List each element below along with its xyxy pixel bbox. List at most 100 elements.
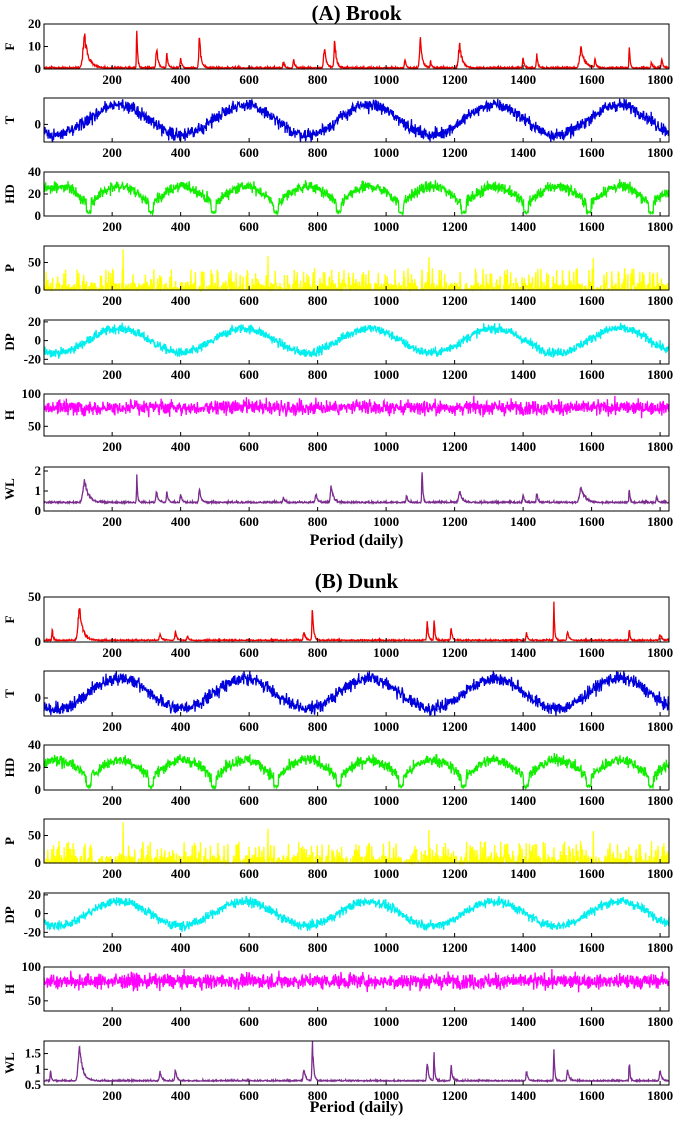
x-tick-label: 800: [308, 1014, 328, 1029]
y-tick-label: 50: [28, 828, 41, 843]
x-tick-label: 1800: [647, 1088, 673, 1103]
y-tick-label: 0: [35, 906, 42, 921]
y-axis-label: H: [2, 984, 17, 994]
x-tick-label: 1800: [647, 719, 673, 734]
x-tick-label: 400: [171, 866, 191, 881]
y-tick-label: 0: [35, 690, 42, 705]
x-tick-label: 600: [239, 940, 259, 955]
x-tick-label: 1600: [579, 1088, 605, 1103]
y-tick-label: 0: [35, 634, 42, 649]
x-tick-label: 200: [102, 866, 122, 881]
x-tick-label: 400: [171, 645, 191, 660]
panel-f: 0 10 20 F 200 400 600 800 1000 1200 1400 1600 1800: [2, 16, 673, 87]
x-tick-label: 1400: [510, 439, 536, 454]
x-tick-label: 1200: [442, 866, 468, 881]
series-line-hd: [43, 179, 670, 217]
y-axis-label: P: [2, 264, 17, 272]
x-tick-label: 200: [102, 145, 122, 160]
x-tick-label: 1400: [510, 1014, 536, 1029]
x-tick-label: 600: [239, 1014, 259, 1029]
subfigure-title: (A) Brook: [311, 1, 401, 25]
x-axis-label: Period (daily): [310, 1099, 404, 1116]
panel-h: 50 100 H 200 400 600 800 1000 1200 1400 1600 1800: [2, 959, 673, 1029]
series-line-f: [43, 30, 670, 71]
x-tick-label: 1400: [510, 72, 536, 87]
x-tick-label: 1000: [373, 940, 399, 955]
y-axis-label: F: [2, 42, 17, 50]
panel-t: 0 T 200 400 600 800 1000 1200 1400 1600 1800: [2, 670, 673, 734]
y-tick-label: 40: [28, 737, 41, 752]
x-tick-label: 1600: [579, 645, 605, 660]
x-tick-label: 1400: [510, 145, 536, 160]
x-tick-label: 600: [239, 645, 259, 660]
y-tick-label: 50: [28, 589, 41, 604]
x-tick-label: 1600: [579, 219, 605, 234]
x-tick-label: 1000: [373, 793, 399, 808]
y-axis-label: P: [2, 837, 17, 845]
y-tick-label: 0: [35, 282, 42, 297]
y-tick-label: 20: [28, 887, 41, 902]
series-line-dp: [43, 322, 670, 359]
y-tick-label: 1: [35, 483, 42, 498]
x-tick-label: 800: [308, 293, 328, 308]
x-tick-label: 1600: [579, 72, 605, 87]
axes-box: [43, 97, 670, 143]
x-tick-label: 1000: [373, 293, 399, 308]
panel-wl: 0 1 2 WL 200 400 600 800 1000 1200 1400 1600 1800: [2, 463, 673, 529]
axes-box: [43, 892, 670, 938]
x-tick-label: 200: [102, 645, 122, 660]
y-axis-label: T: [2, 689, 17, 698]
y-tick-label: 0: [35, 855, 42, 870]
x-tick-label: 800: [308, 367, 328, 382]
x-tick-label: 1000: [373, 72, 399, 87]
x-tick-label: 1200: [442, 293, 468, 308]
panel-h: 50 100 H 200 400 600 800 1000 1200 1400 1600 1800: [2, 386, 673, 454]
panel-t: 0 T 200 400 600 800 1000 1200 1400 1600 1800: [2, 97, 673, 160]
x-tick-label: 200: [102, 793, 122, 808]
x-tick-label: 400: [171, 72, 191, 87]
y-tick-label: 20: [28, 760, 41, 775]
x-tick-label: 400: [171, 940, 191, 955]
x-tick-label: 800: [308, 866, 328, 881]
x-tick-label: 1600: [579, 145, 605, 160]
x-tick-label: 1400: [510, 940, 536, 955]
y-axis-label: WL: [2, 478, 17, 500]
x-tick-label: 1600: [579, 367, 605, 382]
axes-box: [43, 245, 670, 291]
x-tick-label: 1200: [442, 514, 468, 529]
x-tick-label: 800: [308, 719, 328, 734]
y-axis-label: HD: [2, 758, 17, 778]
y-axis-label: H: [2, 410, 17, 420]
x-tick-label: 1400: [510, 367, 536, 382]
y-tick-label: 0.5: [25, 1077, 42, 1092]
x-tick-label: 400: [171, 1088, 191, 1103]
x-tick-label: 200: [102, 940, 122, 955]
x-tick-label: 400: [171, 514, 191, 529]
axes-box: [43, 466, 670, 512]
y-axis-label: WL: [2, 1052, 17, 1074]
x-tick-label: 1400: [510, 1088, 536, 1103]
y-tick-label: 1: [35, 1061, 42, 1076]
x-tick-label: 1600: [579, 439, 605, 454]
x-tick-label: 600: [239, 514, 259, 529]
x-tick-label: 200: [102, 219, 122, 234]
x-tick-label: 600: [239, 293, 259, 308]
panel-wl: 0.511.5 WL 200 400 600 800 1000 1200 1400 1600 180…: [2, 1040, 673, 1103]
x-tick-label: 800: [308, 645, 328, 660]
x-tick-label: 200: [102, 1088, 122, 1103]
x-tick-label: 1800: [647, 439, 673, 454]
panel-hd: 0 20 40 HD 200 400 600 800 1000 1200 1400 1600 1800: [2, 164, 673, 234]
x-tick-label: 1000: [373, 866, 399, 881]
x-tick-label: 400: [171, 293, 191, 308]
panel-f: 0 50 F 200 400 600 800 1000 1200 1400 1600 1800: [2, 589, 673, 660]
x-tick-label: 1800: [647, 72, 673, 87]
x-tick-label: 1400: [510, 866, 536, 881]
y-axis-label: F: [2, 615, 17, 623]
x-axis-label: Period (daily): [310, 532, 404, 549]
x-tick-label: 600: [239, 866, 259, 881]
x-tick-label: 1200: [442, 367, 468, 382]
x-tick-label: 1000: [373, 514, 399, 529]
x-tick-label: 400: [171, 793, 191, 808]
x-tick-label: 1800: [647, 793, 673, 808]
